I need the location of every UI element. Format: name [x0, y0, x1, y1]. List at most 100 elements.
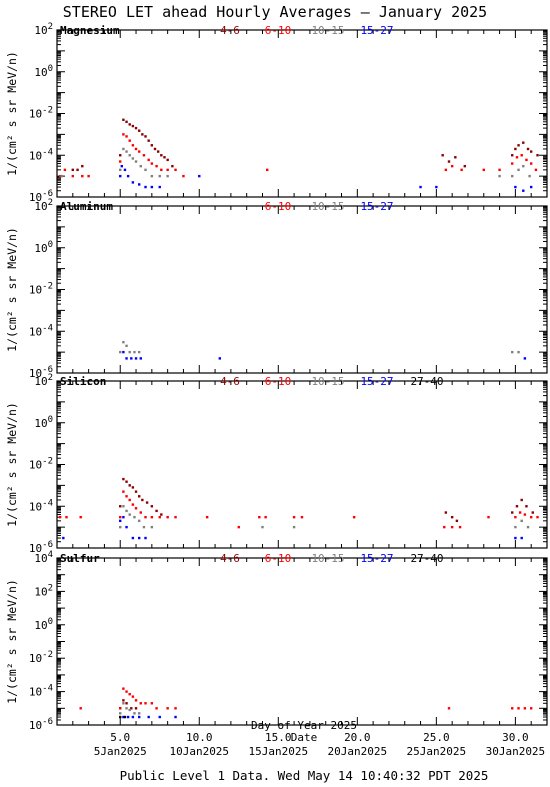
data-point — [454, 156, 457, 159]
data-point — [158, 515, 161, 519]
data-point — [133, 350, 136, 354]
data-point — [160, 168, 163, 172]
y-tick-label: 102 — [34, 583, 53, 598]
plot-frame — [56, 557, 548, 726]
data-point — [174, 715, 177, 719]
data-point — [145, 501, 149, 504]
y-tick-label: 10-4 — [29, 147, 53, 162]
panel-aluminum: 10-6 10-4 10-2 100 102 1/(cm² s sr MeV/n) Alum… — [5, 198, 548, 380]
plot-frame — [56, 29, 548, 198]
data-point — [205, 515, 209, 519]
data-point — [525, 505, 528, 508]
data-point — [142, 154, 146, 157]
data-point — [120, 164, 124, 168]
data-point — [134, 490, 138, 493]
y-tick-label: 10-2 — [29, 457, 53, 472]
data-point — [119, 712, 122, 715]
data-point — [266, 168, 269, 172]
legend-entry: 6-10 — [265, 375, 292, 388]
data-point — [511, 707, 514, 710]
data-point — [122, 699, 125, 702]
data-point — [122, 702, 125, 705]
data-point — [128, 139, 131, 142]
data-point — [174, 168, 177, 172]
data-point — [122, 490, 125, 493]
data-point — [122, 477, 125, 481]
y-tick-label: 10-6 — [29, 189, 53, 204]
data-point — [62, 536, 65, 540]
data-point — [300, 515, 304, 519]
data-point — [71, 174, 75, 178]
data-point — [153, 147, 157, 151]
data-point — [166, 168, 169, 172]
data-point — [122, 350, 125, 354]
data-point — [81, 164, 84, 168]
data-point — [130, 357, 133, 360]
y-tick-label: 10-2 — [29, 650, 53, 665]
data-point — [444, 168, 448, 172]
data-point — [160, 154, 163, 157]
data-point — [511, 162, 514, 165]
data-point — [147, 158, 150, 162]
y-tick-label: 104 — [34, 550, 53, 565]
data-point — [218, 357, 222, 360]
data-point — [150, 144, 154, 147]
data-point — [133, 515, 136, 519]
data-point — [174, 707, 177, 710]
data-point — [536, 515, 539, 519]
data-point — [450, 525, 454, 529]
data-point — [498, 174, 501, 178]
data-point — [526, 147, 530, 151]
data-point — [131, 124, 135, 128]
data-point — [137, 495, 141, 498]
data-point — [71, 168, 75, 172]
data-point — [139, 702, 142, 705]
data-point — [134, 357, 138, 360]
data-point — [123, 715, 127, 719]
data-point — [517, 707, 520, 710]
date-tick-label: 25Jan2025 — [407, 745, 467, 758]
panel-sulfur: 10-6 10-4 10-2 100 102 104 1/(cm² s sr MeV/n) S… — [5, 550, 548, 732]
data-point — [79, 515, 82, 519]
y-tick-label: 100 — [34, 240, 53, 255]
data-point — [514, 147, 517, 151]
legend-entry: 4-6 — [220, 24, 240, 37]
data-point — [528, 174, 531, 178]
data-point — [134, 126, 138, 130]
legend-entry: 6-10 — [265, 24, 292, 37]
data-point — [131, 181, 135, 184]
data-point — [125, 509, 128, 513]
data-point — [122, 147, 125, 151]
data-point — [131, 144, 135, 147]
data-point — [264, 515, 267, 519]
data-point — [122, 687, 125, 690]
data-point — [125, 480, 128, 483]
data-point — [150, 185, 154, 189]
data-point — [131, 536, 135, 540]
data-point — [419, 185, 422, 189]
y-axis-label: 1/(cm² s sr MeV/n) — [5, 579, 19, 704]
data-point — [130, 707, 133, 710]
data-point — [482, 168, 485, 172]
x-tick-label: 20.0 — [344, 731, 371, 744]
data-point — [63, 168, 67, 172]
data-point — [523, 357, 527, 360]
y-tick-label: 10-2 — [29, 282, 53, 297]
data-point — [198, 174, 201, 178]
plot-frame — [56, 380, 548, 549]
y-tick-label: 10-6 — [29, 717, 53, 732]
data-point — [455, 519, 459, 523]
y-tick-label: 100 — [34, 64, 53, 79]
data-point — [128, 513, 131, 516]
data-point — [523, 707, 527, 710]
data-point — [150, 702, 154, 705]
data-point — [258, 515, 261, 519]
data-point — [450, 515, 454, 519]
y-axis-label: 1/(cm² s sr MeV/n) — [5, 51, 19, 176]
y-tick-label: 102 — [34, 22, 53, 37]
data-point — [158, 185, 161, 189]
panel-label: Magnesium — [60, 24, 120, 37]
data-point — [529, 185, 533, 189]
data-point — [174, 515, 177, 519]
data-point — [166, 515, 169, 519]
